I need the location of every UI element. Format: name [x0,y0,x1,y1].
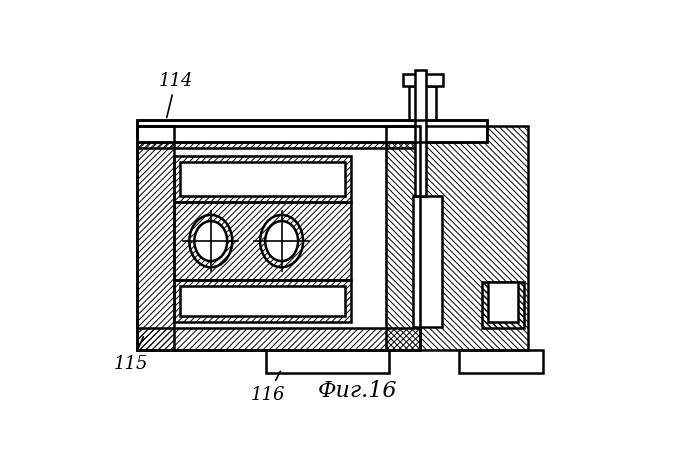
Bar [403,74,442,85]
Bar [137,126,420,350]
Bar [415,70,426,196]
Bar [412,196,442,326]
Bar [459,350,543,373]
Bar [137,126,420,148]
Bar [180,286,345,316]
Bar [137,120,487,142]
Bar [266,350,389,373]
Text: 116: 116 [251,371,285,404]
Bar [137,126,420,350]
Ellipse shape [265,221,298,261]
Bar [174,280,351,322]
Bar [137,120,487,142]
Text: Фиг.16: Фиг.16 [318,380,398,402]
Bar [174,202,351,280]
Text: 115: 115 [114,337,148,373]
Bar [482,282,524,328]
Bar [409,85,436,120]
Bar [174,156,351,202]
Text: 114: 114 [159,72,193,118]
Bar [180,162,345,196]
Bar [488,282,518,322]
Bar [137,328,420,350]
Bar [137,126,174,350]
Ellipse shape [194,221,227,261]
Bar [386,126,528,350]
